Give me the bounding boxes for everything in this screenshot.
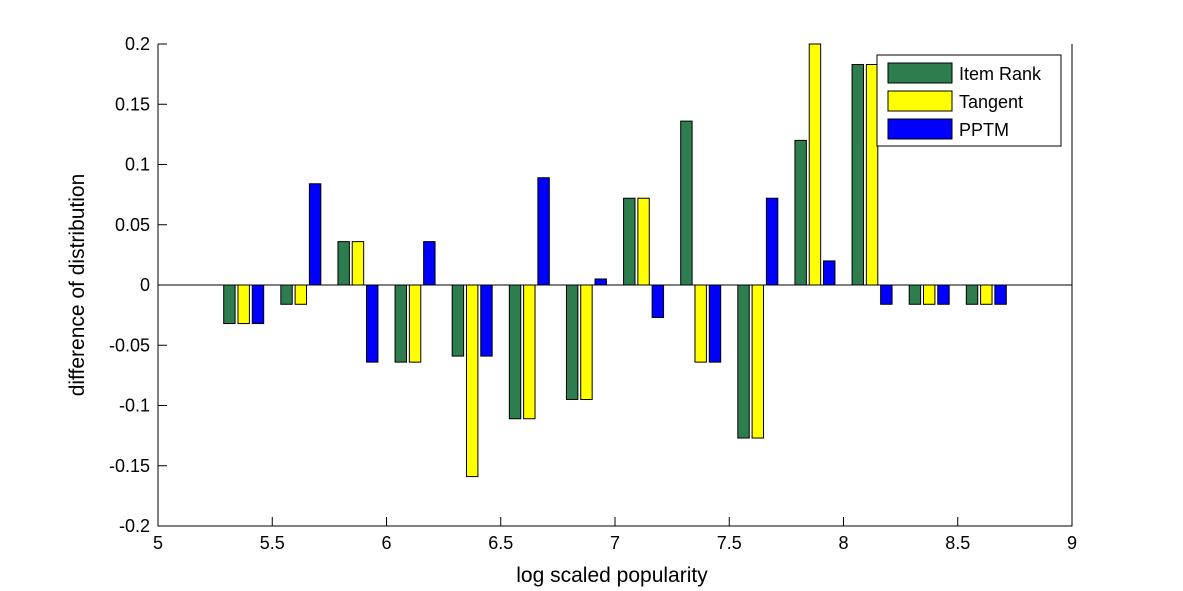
x-tick-label-6: 8 (838, 533, 848, 553)
y-tick-label-0: -0.2 (119, 516, 150, 536)
bar-pptm-2 (366, 284, 379, 363)
bar-item-rank-12 (908, 284, 922, 305)
x-tick-label-2: 6 (381, 533, 391, 553)
x-tick-label-0: 5 (153, 533, 163, 553)
bar-tangent-1 (294, 284, 308, 305)
bar-item-rank-6 (565, 284, 579, 400)
x-tick-label-3: 6.5 (488, 533, 513, 553)
bar-pptm-0 (251, 284, 265, 325)
bar-pptm-3 (423, 241, 436, 286)
x-tick-label-8: 9 (1067, 533, 1077, 553)
bar-pptm-6 (594, 278, 607, 286)
y-axis-title: difference of distribution (66, 174, 89, 397)
legend-label-tangent: Tangent (959, 92, 1023, 112)
bar-pptm-7 (651, 284, 665, 319)
x-tick-label-1: 5.5 (260, 533, 285, 553)
bar-tangent-10 (808, 43, 822, 286)
y-tick-label-2: -0.1 (119, 396, 150, 416)
bar-tangent-0 (237, 284, 250, 325)
x-tick-label-5: 7.5 (717, 533, 742, 553)
bar-pptm-10 (823, 260, 836, 286)
bar-tangent-6 (580, 284, 593, 400)
legend-swatch-tangent (887, 90, 953, 112)
bar-tangent-8 (694, 284, 707, 363)
bar-item-rank-4 (451, 284, 465, 357)
bar-pptm-1 (308, 183, 322, 286)
y-tick-label-5: 0.05 (115, 215, 150, 235)
axes-group: 5 5.5 6 6.5 7 7.5 8 8.5 9 -0.2 -0.15 -0.1 -0.05 0 0.05… (109, 34, 1077, 553)
bar-pptm-12 (937, 284, 950, 305)
bar-pptm-11 (880, 284, 893, 305)
bar-tangent-11 (865, 63, 879, 286)
y-tick-label-4: 0 (140, 275, 150, 295)
bar-tangent-13 (980, 284, 993, 305)
legend-swatch-pptm (887, 118, 953, 140)
bar-pptm-4 (480, 284, 493, 357)
bar-pptm-5 (537, 177, 550, 286)
x-tick-label-7: 8.5 (945, 533, 970, 553)
bar-pptm-8 (708, 284, 722, 363)
bar-pptm-13 (994, 284, 1007, 305)
bar-tangent-2 (351, 241, 365, 286)
y-tick-label-7: 0.15 (115, 94, 150, 114)
x-tick-label-4: 7 (610, 533, 620, 553)
bar-item-rank-7 (623, 197, 636, 286)
y-tick-label-1: -0.15 (109, 456, 150, 476)
bar-tangent-9 (751, 284, 765, 439)
bar-tangent-5 (523, 284, 536, 420)
legend: Item Rank Tangent PPTM (876, 54, 1062, 147)
bar-tangent-12 (922, 284, 936, 305)
bar-item-rank-3 (394, 284, 408, 363)
bar-item-rank-10 (794, 139, 807, 286)
y-tick-label-8: 0.2 (125, 34, 150, 54)
bar-item-rank-2 (337, 241, 350, 286)
bar-tangent-7 (637, 197, 650, 286)
bar-tangent-3 (408, 284, 422, 363)
bar-item-rank-1 (280, 284, 293, 305)
bar-tangent-4 (465, 284, 479, 478)
legend-label-item-rank: Item Rank (959, 64, 1042, 84)
legend-swatch-item-rank (887, 62, 953, 84)
bar-item-rank-9 (737, 284, 750, 439)
y-tick-label-6: 0.1 (125, 155, 150, 175)
bar-item-rank-13 (965, 284, 979, 305)
bar-item-rank-11 (851, 63, 865, 286)
bar-pptm-9 (765, 197, 779, 286)
x-axis-title: log scaled popularity (516, 564, 708, 587)
legend-label-pptm: PPTM (959, 120, 1009, 140)
bar-item-rank-8 (680, 120, 693, 286)
bar-item-rank-0 (223, 284, 236, 325)
y-tick-label-3: -0.05 (109, 335, 150, 355)
bar-item-rank-5 (508, 284, 522, 420)
